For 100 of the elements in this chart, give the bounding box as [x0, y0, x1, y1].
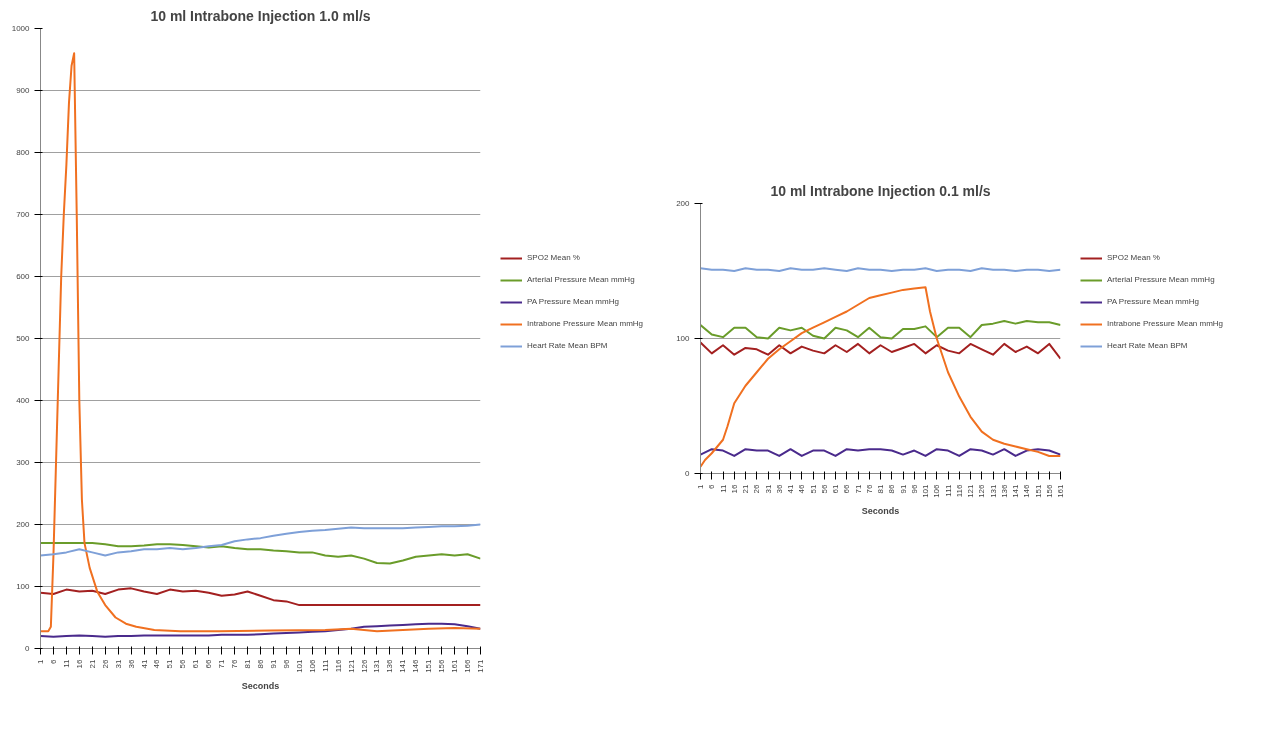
x-tick-label: 166: [463, 658, 473, 673]
x-tick-label: 86: [256, 658, 265, 669]
x-tick-label: 116: [954, 483, 964, 498]
x-tick-label: 6: [707, 483, 717, 489]
x-tick-label: 161: [450, 658, 460, 673]
line-series: [40, 52, 481, 633]
y-tick-label: 900: [16, 86, 31, 95]
line-series: [700, 341, 1061, 360]
x-tick-label: 151: [1033, 483, 1043, 498]
x-tick-label: 56: [819, 483, 829, 494]
y-tick-label: 100: [16, 582, 31, 591]
y-tick-label: 1000: [11, 24, 31, 33]
legend-label: SPO2 Mean %: [527, 253, 580, 262]
x-tick-label: 131: [988, 483, 998, 498]
x-tick-label: 1: [696, 483, 705, 489]
x-tick-label: 26: [752, 483, 762, 494]
x-tick-label: 71: [853, 483, 863, 494]
x-tick-label: 86: [887, 483, 897, 494]
line-series: [700, 319, 1061, 340]
line-series: [700, 286, 1061, 468]
x-tick-label: 161: [1056, 483, 1065, 498]
x-tick-label: 46: [152, 658, 162, 669]
x-tick-label: 81: [876, 483, 885, 494]
x-tick-label: 21: [741, 483, 750, 494]
x-tick-label: 41: [786, 483, 795, 494]
line-series: [40, 622, 481, 638]
x-tick-label: 156: [437, 658, 447, 673]
x-tick-label: 101: [294, 658, 304, 673]
line-series: [40, 587, 481, 607]
x-tick-label: 141: [398, 658, 408, 673]
y-tick-label: 200: [676, 199, 691, 208]
x-tick-label: 36: [126, 658, 136, 669]
y-tick-label: 100: [676, 334, 691, 343]
legend-label: Arterial Pressure Mean mmHg: [527, 275, 635, 284]
x-tick-label: 1: [36, 658, 45, 664]
x-tick-label: 31: [763, 483, 773, 494]
x-tick-label: 131: [372, 658, 382, 673]
x-tick-label: 156: [1044, 483, 1054, 498]
x-tick-label: 16: [729, 483, 739, 494]
x-tick-label: 76: [864, 483, 874, 494]
legend-label: PA Pressure Mean mmHg: [1107, 297, 1199, 306]
x-tick-label: 96: [909, 483, 919, 494]
x-tick-label: 41: [139, 658, 149, 669]
x-tick-label: 141: [1011, 483, 1020, 498]
x-tick-label: 6: [48, 658, 58, 664]
y-tick-label: 800: [16, 148, 31, 157]
x-tick-label: 66: [842, 483, 852, 494]
x-axis-title: Seconds: [241, 680, 280, 691]
x-tick-label: 126: [977, 483, 987, 498]
x-tick-label: 31: [113, 658, 123, 669]
line-series: [700, 448, 1061, 457]
y-tick-label: 400: [16, 396, 31, 405]
x-tick-label: 21: [87, 658, 97, 669]
x-tick-label: 111: [320, 658, 330, 672]
x-tick-label: 11: [718, 483, 728, 493]
x-tick-label: 36: [774, 483, 784, 494]
legend-label: Intrabone Pressure Mean mmHg: [1107, 319, 1224, 328]
x-tick-label: 91: [898, 483, 908, 494]
x-tick-label: 151: [424, 658, 434, 673]
x-tick-label: 76: [230, 658, 240, 669]
legend-label: Heart Rate Mean BPM: [1107, 341, 1188, 350]
x-tick-label: 171: [476, 658, 485, 673]
x-tick-label: 61: [191, 658, 201, 669]
x-tick-label: 71: [217, 658, 227, 669]
legend-label: Heart Rate Mean BPM: [527, 341, 608, 350]
x-tick-label: 146: [411, 658, 421, 673]
x-tick-label: 51: [808, 483, 818, 494]
x-tick-label: 96: [281, 658, 291, 669]
y-tick-label: 700: [16, 210, 31, 219]
x-tick-label: 121: [346, 658, 356, 673]
legend-label: Arterial Pressure Mean mmHg: [1107, 275, 1215, 284]
legend-label: Intrabone Pressure Mean mmHg: [527, 319, 644, 328]
x-tick-label: 146: [1022, 483, 1032, 498]
x-tick-label: 16: [74, 658, 84, 669]
chart-title: 10 ml Intrabone Injection 0.1 ml/s: [770, 182, 991, 199]
x-tick-label: 61: [831, 483, 840, 494]
y-tick-label: 200: [16, 520, 31, 529]
x-tick-label: 106: [932, 483, 942, 498]
x-tick-label: 101: [921, 483, 930, 498]
x-tick-label: 66: [204, 658, 214, 669]
x-tick-label: 126: [359, 658, 369, 673]
x-tick-label: 11: [61, 658, 71, 668]
y-tick-label: 0: [25, 644, 31, 653]
x-tick-label: 121: [966, 483, 975, 498]
line-series: [40, 523, 481, 557]
y-tick-label: 600: [16, 272, 31, 281]
x-tick-label: 111: [943, 483, 953, 497]
x-tick-label: 26: [100, 658, 110, 669]
x-tick-label: 56: [178, 658, 188, 669]
x-tick-label: 116: [333, 658, 343, 673]
y-tick-label: 300: [16, 458, 31, 467]
x-axis-title: Seconds: [861, 505, 900, 516]
x-tick-label: 51: [165, 658, 175, 669]
x-tick-label: 46: [797, 483, 807, 494]
y-tick-label: 0: [685, 469, 691, 478]
x-tick-label: 136: [385, 658, 395, 673]
x-tick-label: 81: [243, 658, 253, 669]
x-tick-label: 136: [999, 483, 1009, 498]
x-tick-label: 91: [268, 658, 278, 669]
x-tick-label: 106: [307, 658, 317, 673]
